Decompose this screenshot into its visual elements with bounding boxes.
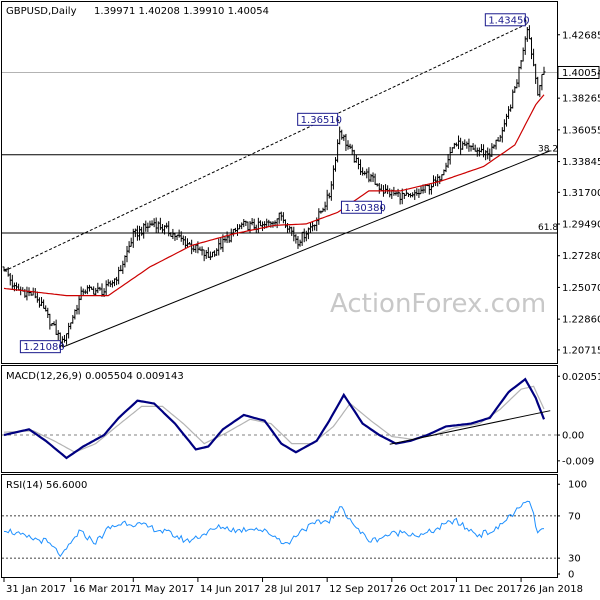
price-tick-label: 1.42685 [562, 30, 600, 41]
date-tick-label: 28 Jul 2017 [265, 584, 322, 595]
macd-lines [2, 377, 557, 460]
macd-tick-label: 0.00 [562, 431, 584, 442]
trend-line-support [62, 150, 551, 348]
price-tick-label: 1.27280 [562, 251, 600, 262]
price-callouts: 1.21080 1.36510 1.30380 1.43450 [19, 13, 530, 354]
trend-lines [3, 23, 551, 348]
price-tick-label: 1.22860 [562, 315, 600, 326]
last-price-marker: 1.40054 [557, 65, 600, 79]
price-axis: 1.42685 1.38265 1.36055 1.33845 1.31700 1.294… [557, 30, 600, 356]
rsi-axis: 100 70 30 0 [557, 480, 587, 581]
price-tick-label: 1.20715 [562, 345, 600, 356]
macd-signal-line [3, 385, 545, 453]
last-price-box [557, 65, 600, 79]
price-tick-label: 1.38265 [562, 94, 600, 105]
fib-level-label: 61.8 [538, 223, 558, 233]
price-tick-label: 1.36055 [562, 125, 600, 136]
price-panel-frame [1, 1, 558, 364]
rsi-tick-label: 0 [568, 570, 574, 581]
macd-trend-line [389, 410, 551, 445]
fib-levels: 38.2 61.8 [2, 145, 558, 234]
callout-label: 1.21080 [23, 342, 64, 353]
callout-label: 1.36510 [301, 115, 342, 126]
callout-leader [524, 19, 528, 25]
rsi-tick-label: 70 [568, 511, 581, 522]
rsi-lines [2, 500, 557, 559]
rsi-title: RSI(14) 56.6000 [6, 480, 87, 491]
callout-label: 1.30380 [344, 203, 385, 214]
macd-tick-label: -0.009 [562, 456, 594, 467]
date-tick-label: 14 Jun 2017 [200, 584, 260, 595]
price-tick-label: 1.31700 [562, 188, 600, 199]
macd-tick-label: 0.02051 [562, 372, 600, 383]
header-symbol: GBPUSD,Daily [6, 6, 77, 17]
macd-main-line [3, 377, 546, 460]
macd-axis: 0.02051 0.00 -0.009 [557, 372, 600, 467]
callout-leader [60, 344, 63, 348]
rsi-line [3, 500, 545, 558]
date-tick-label: 1 May 2017 [135, 584, 194, 595]
trend-line-channel-top [3, 23, 528, 272]
date-tick-label: 26 Jan 2018 [523, 584, 583, 595]
macd-panel-frame [1, 365, 558, 473]
date-tick-label: 11 Dec 2017 [458, 584, 522, 595]
callout-leader [337, 119, 341, 124]
price-tick-label: 1.33845 [562, 157, 600, 168]
price-tick-label: 1.29490 [562, 220, 600, 231]
rsi-panel-frame [1, 474, 558, 578]
price-tick-label: 1.25070 [562, 283, 600, 294]
callout-leader [381, 207, 384, 212]
header-ohlc: 1.39971 1.40208 1.39910 1.40054 [94, 6, 269, 17]
moving-average-line [3, 94, 545, 297]
last-price-label: 1.40054 [562, 68, 600, 79]
macd-title: MACD(12,26,9) 0.005504 0.009143 [6, 371, 184, 382]
moving-average [3, 94, 545, 297]
date-tick-label: 31 Jan 2017 [6, 584, 66, 595]
watermark: ActionForex.com [330, 289, 546, 319]
date-axis: 31 Jan 2017 16 Mar 2017 1 May 2017 14 Jun 2… [3, 578, 583, 595]
rsi-tick-label: 30 [568, 554, 581, 565]
candles [2, 25, 546, 347]
date-tick-label: 16 Mar 2017 [73, 584, 136, 595]
date-tick-label: 12 Sep 2017 [329, 584, 392, 595]
date-tick-label: 26 Oct 2017 [394, 584, 456, 595]
callout-label: 1.43450 [488, 15, 529, 26]
rsi-tick-label: 100 [568, 480, 587, 491]
fib-level-label: 38.2 [538, 145, 558, 155]
